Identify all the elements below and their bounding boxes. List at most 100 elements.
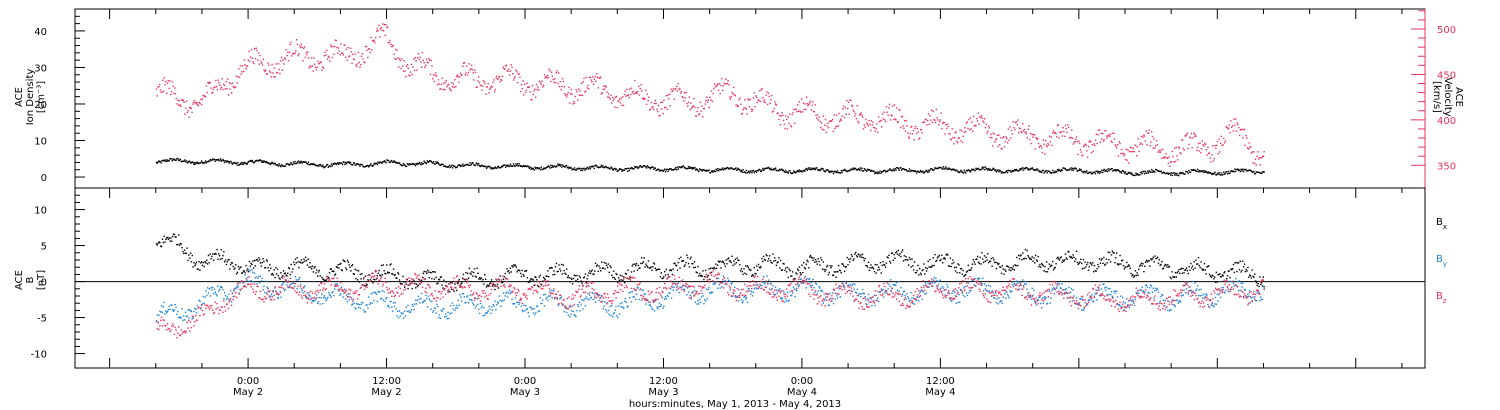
top-panel-point xyxy=(190,161,193,164)
top-panel-point xyxy=(387,42,390,44)
bottom-panel-point xyxy=(365,284,367,287)
top-panel-point xyxy=(1161,172,1163,174)
top-panel-point xyxy=(949,133,951,135)
top-panel-point xyxy=(1082,172,1085,174)
top-panel-point xyxy=(621,104,623,107)
top-panel-point xyxy=(408,164,410,166)
top-panel-point xyxy=(718,83,721,85)
top-panel-point xyxy=(249,159,252,162)
top-panel-point xyxy=(773,107,775,110)
top-panel-point xyxy=(770,167,772,170)
bottom-panel-point xyxy=(802,281,804,284)
top-panel-point xyxy=(1072,143,1075,145)
top-panel-point xyxy=(260,159,262,162)
bottom-panel-point xyxy=(1003,273,1005,275)
bottom-panel-point xyxy=(658,305,660,308)
top-panel-point xyxy=(408,74,410,76)
top-panel-point xyxy=(1167,162,1170,165)
top-panel-point xyxy=(388,161,390,163)
bottom-panel-point xyxy=(1115,252,1118,254)
bottom-panel-point xyxy=(1208,265,1210,267)
top-panel-point xyxy=(567,166,569,168)
top-panel-point xyxy=(1168,172,1170,175)
bottom-panel-point xyxy=(493,284,495,286)
bottom-panel-point xyxy=(1071,257,1073,259)
top-panel-point xyxy=(1037,142,1040,145)
top-panel-point xyxy=(216,89,219,91)
bottom-panel-point xyxy=(606,301,609,304)
bottom-panel-point xyxy=(498,295,500,297)
top-panel-point xyxy=(548,68,550,70)
bottom-panel-point xyxy=(981,251,983,254)
bottom-panel-point xyxy=(758,266,761,268)
top-panel-point xyxy=(851,105,854,108)
top-panel-point xyxy=(1090,151,1093,154)
top-panel-point xyxy=(398,162,400,164)
bottom-panel-point xyxy=(1188,265,1190,268)
bottom-panel-point xyxy=(854,253,856,255)
top-panel-point xyxy=(654,167,656,169)
top-panel-point xyxy=(887,169,889,172)
top-panel-point xyxy=(659,170,661,172)
top-panel-point xyxy=(934,119,936,122)
bottom-panel-point xyxy=(1106,262,1108,264)
top-panel-point xyxy=(794,108,797,111)
top-panel-point xyxy=(1060,131,1063,133)
bottom-panel-point xyxy=(162,306,164,308)
bottom-panel-point xyxy=(772,285,774,287)
bottom-panel-point xyxy=(762,260,764,263)
top-panel-point xyxy=(177,104,180,106)
bottom-panel-point xyxy=(563,269,565,272)
bottom-panel-point xyxy=(952,259,954,261)
top-panel-point xyxy=(559,165,561,167)
bottom-panel-point xyxy=(176,313,178,315)
top-panel-point xyxy=(1018,169,1021,171)
bottom-panel-point xyxy=(290,263,292,266)
top-panel-point xyxy=(558,85,561,88)
top-panel-point xyxy=(855,117,858,120)
bottom-panel-point xyxy=(378,269,380,272)
top-panel-point xyxy=(857,120,859,123)
top-panel-point xyxy=(519,164,521,167)
bottom-panel-point xyxy=(689,258,691,260)
top-panel-point xyxy=(1014,168,1016,171)
top-panel-point xyxy=(995,169,997,171)
top-panel-point xyxy=(317,164,319,167)
bottom-panel-point xyxy=(873,270,876,273)
bottom-panel-point xyxy=(625,273,628,275)
bottom-panel-point xyxy=(525,305,527,307)
top-panel-point xyxy=(575,88,577,91)
top-panel-point xyxy=(458,164,460,166)
top-panel-point xyxy=(1170,172,1173,174)
bottom-panel-point xyxy=(944,258,946,260)
bottom-panel-point xyxy=(918,274,920,276)
top-panel-point xyxy=(772,110,774,112)
bottom-panel-point xyxy=(710,292,712,295)
top-panel-point xyxy=(323,166,326,169)
top-panel-point xyxy=(828,171,831,174)
top-panel-point xyxy=(405,75,407,78)
bottom-panel-point xyxy=(592,273,594,276)
top-panel-point xyxy=(327,166,329,169)
top-panel-point xyxy=(339,162,341,164)
bottom-panel-point xyxy=(690,256,692,258)
bottom-panel-point xyxy=(335,266,338,268)
top-panel-point xyxy=(1177,174,1179,177)
top-panel-point xyxy=(1158,149,1160,151)
bottom-panel-point xyxy=(1108,258,1110,261)
bottom-panel-point xyxy=(1219,275,1222,278)
bottom-panel-point xyxy=(228,258,230,261)
bottom-panel-point xyxy=(676,269,679,271)
bottom-panel-point xyxy=(756,265,758,267)
top-panel-point xyxy=(740,169,743,172)
top-panel-point xyxy=(987,130,989,132)
bottom-panel-point xyxy=(549,295,552,297)
bottom-panel-point xyxy=(745,296,748,299)
bottom-panel-point xyxy=(1241,269,1243,272)
top-panel-point xyxy=(917,170,919,173)
bottom-panel-point xyxy=(940,258,942,261)
bottom-panel-point xyxy=(200,261,203,263)
bottom-panel-point xyxy=(494,300,496,302)
top-panel-point xyxy=(171,160,174,162)
top-panel-point xyxy=(1010,171,1012,173)
